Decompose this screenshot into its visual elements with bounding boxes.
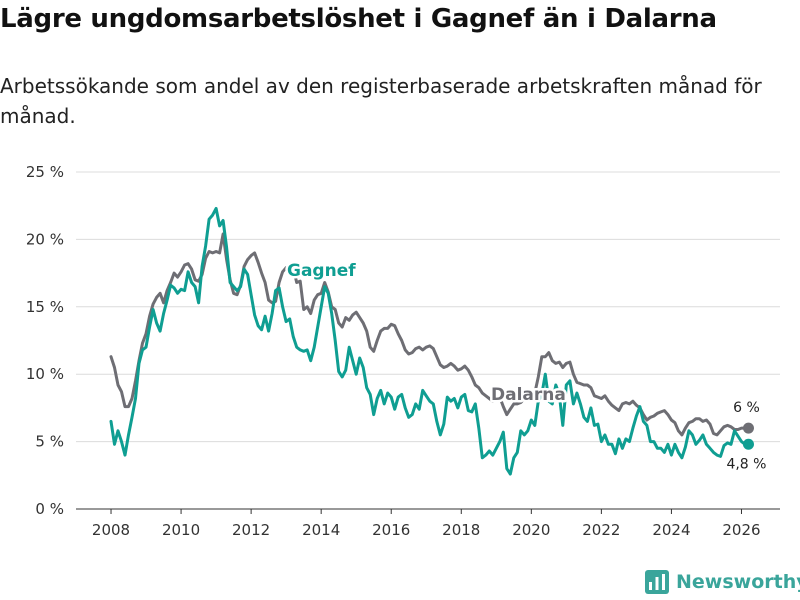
newsworthy-icon xyxy=(645,570,669,594)
x-tick-label: 2010 xyxy=(162,521,200,539)
dalarna-end-label: 6 % xyxy=(733,400,760,416)
gagnef-end-label-halo: 4,8 % xyxy=(726,456,766,472)
chart-title: Lägre ungdomsarbetslöshet i Gagnef än i … xyxy=(0,4,717,34)
y-tick-label: 15 % xyxy=(26,298,64,316)
x-tick-label: 2024 xyxy=(652,521,690,539)
dalarna-end-label-halo: 6 % xyxy=(733,400,760,416)
x-tick-label: 2008 xyxy=(92,521,130,539)
dalarna-label-halo: Dalarna xyxy=(491,385,566,405)
x-tick-label: 2014 xyxy=(302,521,340,539)
y-tick-label: 5 % xyxy=(35,433,64,451)
x-tick-label: 2026 xyxy=(722,521,760,539)
gagnef-line xyxy=(109,206,750,476)
gridlines xyxy=(76,171,780,443)
gagnef-end-point xyxy=(742,438,754,450)
gagnef-label-halo: Gagnef xyxy=(287,261,356,281)
x-tick-label: 2016 xyxy=(372,521,410,539)
y-tick-label: 0 % xyxy=(35,500,64,518)
x-tick-label: 2020 xyxy=(512,521,550,539)
y-tick-label: 10 % xyxy=(26,365,64,383)
y-tick-label: 20 % xyxy=(26,230,64,248)
brand-name: Newsworthy xyxy=(676,571,800,593)
dalarna-label: Dalarna xyxy=(491,385,566,405)
x-tick-label: 2018 xyxy=(442,521,480,539)
dalarna-end-point xyxy=(742,422,754,434)
x-tick-label: 2022 xyxy=(582,521,620,539)
gagnef-label: Gagnef xyxy=(287,261,356,281)
chart-subtitle: Arbetssökande som andel av den registerb… xyxy=(0,74,762,128)
y-tick-label: 25 % xyxy=(26,163,64,181)
dalarna-line xyxy=(109,232,750,437)
gagnef-end-label: 4,8 % xyxy=(726,456,766,472)
series-lines xyxy=(109,206,754,476)
y-axis: 0 % 5 % 10 % 15 % 20 % 25 % xyxy=(26,163,64,518)
x-tick-label: 2012 xyxy=(232,521,270,539)
x-axis: 2008 2010 2012 2014 2016 2018 2020 2022 2024 2026 xyxy=(76,508,780,539)
brand-logo[interactable]: Newsworthy xyxy=(645,570,800,594)
